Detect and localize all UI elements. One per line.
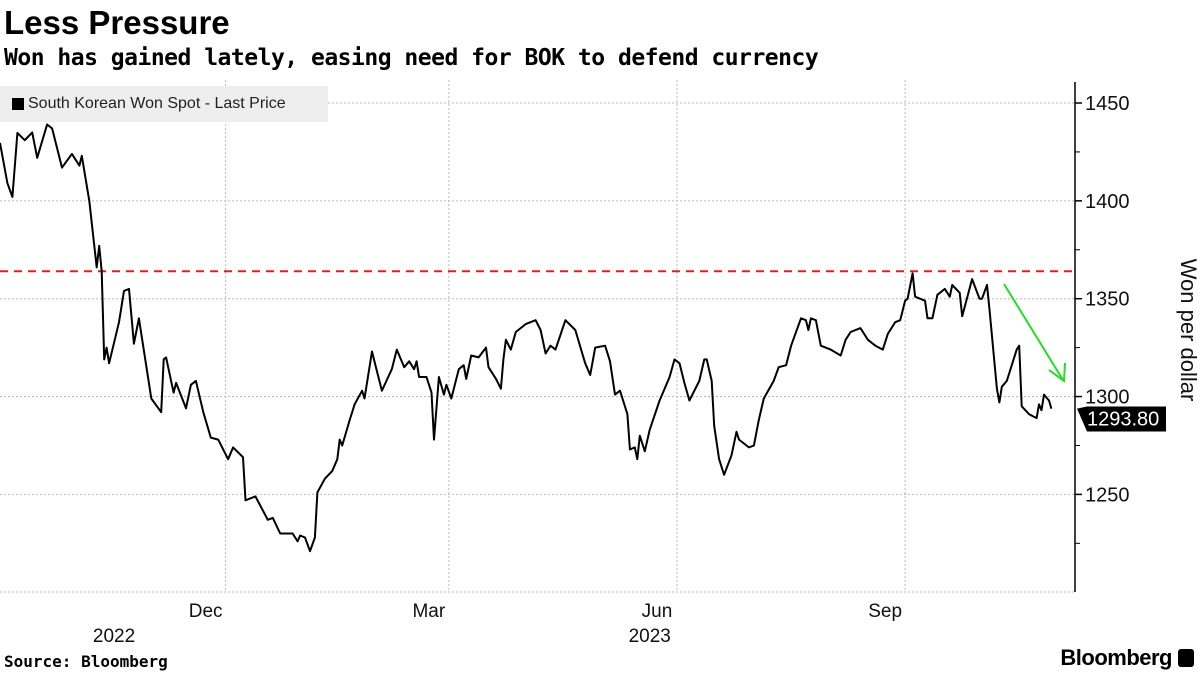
x-tick-label: Sep (868, 601, 902, 622)
y-tick-label: 1400 (1085, 191, 1130, 213)
x-year-label: 2022 (93, 626, 135, 647)
price-line (0, 123, 1053, 553)
source-note: Source: Bloomberg (4, 652, 168, 671)
chart-title: Less Pressure (4, 4, 230, 41)
y-tick-label: 1250 (1085, 484, 1130, 506)
y-tick-label: 1350 (1085, 289, 1130, 311)
legend-label: South Korean Won Spot - Last Price (28, 95, 286, 112)
x-tick-label: Dec (189, 601, 223, 622)
x-tick-label: Jun (642, 601, 673, 622)
y-axis-label: Won per dollar (1176, 259, 1200, 402)
brand-name: Bloomberg (1060, 645, 1172, 670)
x-year-label: 2023 (629, 626, 671, 647)
trend-arrow (1003, 283, 1064, 381)
last-price-tag (1077, 406, 1166, 432)
trend-arrow-head (1048, 362, 1066, 383)
chart-subtitle: Won has gained lately, easing need for B… (4, 45, 819, 71)
y-tick-label: 1300 (1085, 387, 1130, 409)
last-price-label: 1293.80 (1087, 409, 1159, 431)
bloomberg-icon (1178, 649, 1194, 667)
legend: South Korean Won Spot - Last Price (0, 86, 328, 122)
brand-logo: Bloomberg (1060, 645, 1194, 671)
y-tick-label: 1450 (1085, 93, 1130, 115)
x-tick-label: Mar (412, 601, 445, 622)
legend-swatch (12, 98, 24, 110)
